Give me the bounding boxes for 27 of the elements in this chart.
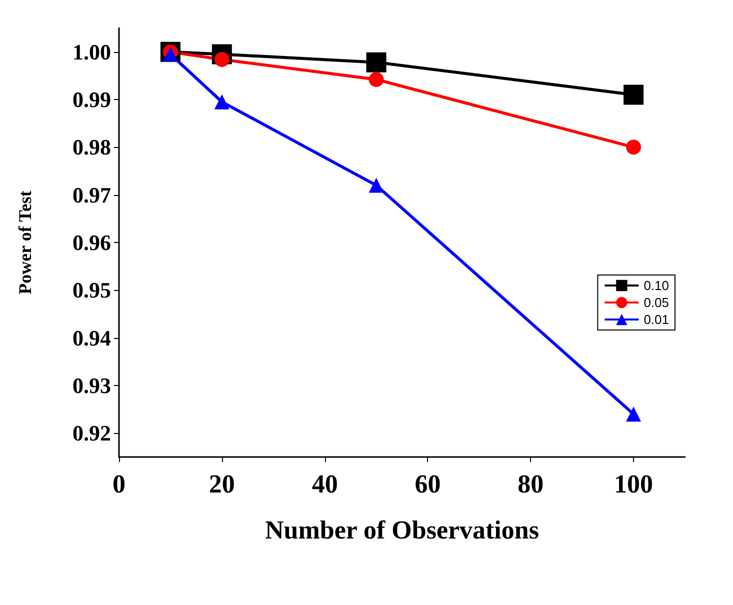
x-tick-label: 60	[414, 470, 441, 498]
x-tick-label: 40	[312, 470, 338, 498]
x-tick-label: 20	[208, 470, 235, 498]
x-tick-label: 80	[518, 470, 544, 498]
y-tick-label: 0.99	[72, 87, 111, 112]
x-axis-title: Number of Observations	[265, 516, 539, 544]
point	[214, 94, 230, 110]
legend-label: 0.10	[644, 278, 670, 293]
point	[626, 406, 642, 422]
y-tick-label: 0.92	[72, 420, 111, 446]
point	[368, 178, 384, 193]
x-tick-label: 0	[112, 470, 126, 498]
y-tick-label: 1.00	[72, 39, 111, 64]
y-tick-label: 0.94	[72, 325, 111, 350]
point	[368, 72, 384, 87]
y-tick-label: 0.93	[72, 373, 111, 398]
y-axis-title: Power of Test	[15, 190, 35, 294]
y-tick-label: 0.98	[72, 134, 111, 160]
point	[626, 140, 642, 155]
x-tick-label: 100	[614, 470, 654, 498]
point	[624, 84, 644, 105]
y-tick-label: 0.97	[72, 182, 111, 208]
legend-label: 0.01	[644, 312, 670, 327]
legend-label: 0.05	[644, 295, 670, 310]
point	[366, 52, 386, 72]
y-tick-label: 0.96	[72, 230, 111, 255]
y-tick-label: 0.95	[72, 278, 111, 303]
